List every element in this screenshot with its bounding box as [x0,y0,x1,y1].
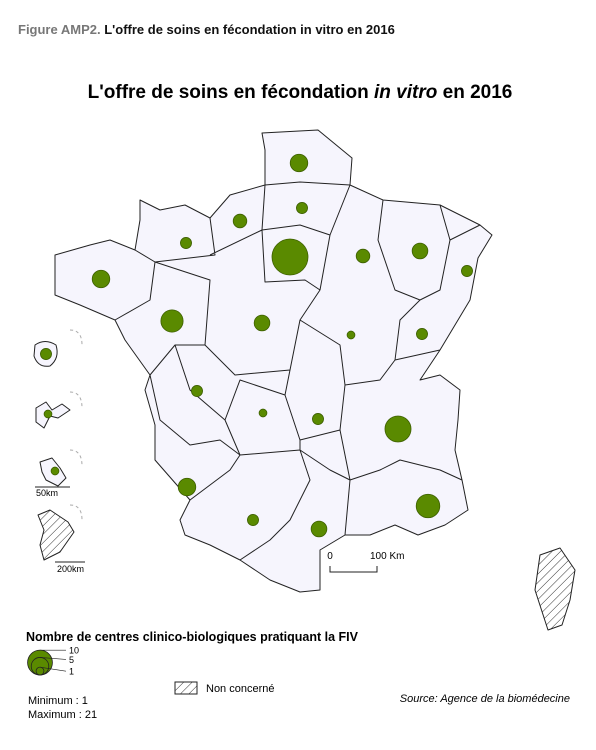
region-circle [384,415,412,443]
france [33,129,576,631]
france-outline [54,129,493,593]
region-circle [40,348,52,360]
inset-frames [69,329,83,521]
region-circle [177,477,197,497]
legend-size-label: 10 [69,646,79,656]
corsica [534,547,576,631]
legend-leader [39,666,67,672]
scale-bar [329,566,378,573]
region-circle [232,213,248,229]
region-circle [289,153,309,173]
legend-minimum: Minimum : 1 [28,695,88,707]
inset-scale: 200km [57,564,84,574]
region-circle [50,466,60,476]
scale-bars [35,486,378,573]
region-circle [43,409,53,419]
region-circle [296,202,308,214]
guadeloupe [35,401,71,429]
region-circle [312,413,324,425]
region-circle [415,493,441,519]
region-circle [160,309,184,333]
inset-scale: 50km [36,488,58,498]
legend-non-concerne: Non concerné [206,683,275,695]
region-circle [253,314,271,332]
legend-size-label: 5 [69,655,74,665]
title-part: en 2016 [437,82,512,103]
map-title: L'offre de soins en fécondation in vitro… [88,82,513,103]
title-italic: in vitro [374,82,437,103]
region-circle [346,330,356,340]
region-circle [247,514,259,526]
region-circle [411,242,429,260]
region-circle [271,238,309,276]
legend-size-label: 1 [69,667,74,677]
figure-caption: Figure AMP2. L'offre de soins en féconda… [18,22,395,37]
source: Source: Agence de la biomédecine [400,693,570,705]
figure-label: Figure AMP2. [18,22,101,37]
title-part: L'offre de soins en fécondation [88,82,374,103]
region-circle [310,520,328,538]
legend-leader [39,657,67,660]
region-circle [91,269,111,289]
region-circle [191,385,203,397]
region-circle [461,265,473,277]
legend-title: Nombre de centres clinico-biologiques pr… [26,630,359,644]
region-circle [180,237,192,249]
region-circle [355,248,371,264]
region-circle [258,408,268,418]
legend-circle [27,649,53,676]
guyane [37,509,75,561]
region-circle [416,328,428,340]
legend-maximum: Maximum : 21 [28,709,97,721]
figure-text: L'offre de soins en fécondation in vitro… [104,22,395,37]
inset-scale-bar [35,486,85,563]
region-borders [114,181,481,561]
scale-zero: 0 [327,551,333,562]
legend-hatch [174,681,198,695]
scale-end: 100 Km [370,551,404,562]
